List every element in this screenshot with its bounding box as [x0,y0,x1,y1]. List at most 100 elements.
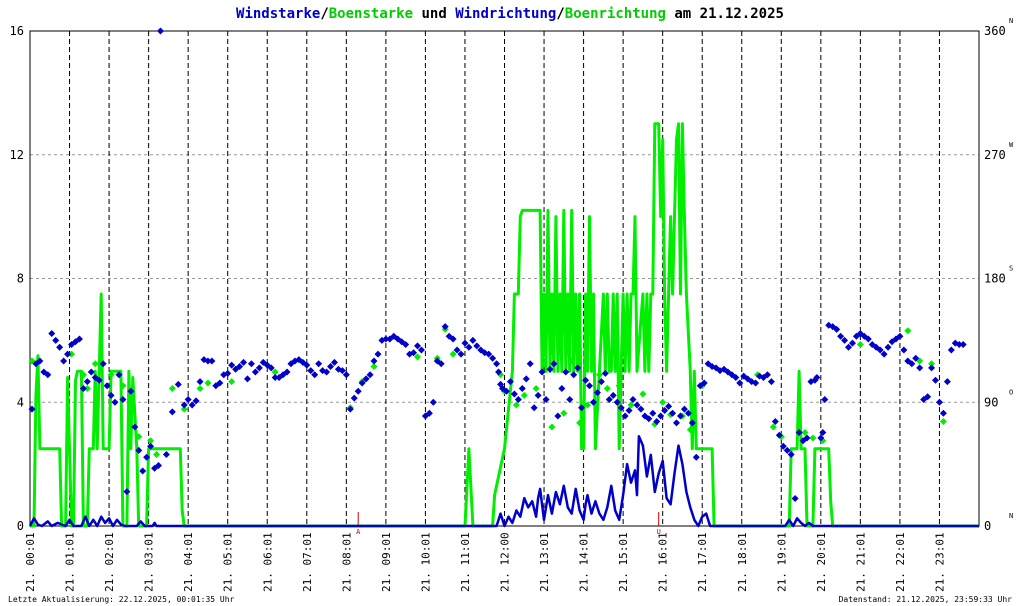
boenrichtung-point [68,350,76,358]
windrichtung-point [900,346,908,354]
windrichtung-point [526,360,534,368]
x-tick-label: 21. 23:01 [933,532,946,592]
windrichtung-point [680,405,688,413]
windrichtung-point [633,401,641,409]
windrichtung-point [95,376,103,384]
windrichtung-point [338,367,346,375]
windrichtung-point [908,360,916,368]
windrichtung-point [107,391,115,399]
windrichtung-point [530,404,538,412]
windrichtung-point [609,391,617,399]
footer-last-update: Letzte Aktualisierung: 22.12.2025, 00:01… [8,595,235,604]
boenrichtung-point [91,360,99,368]
compass-label: S [1009,265,1013,273]
windrichtung-point [669,409,677,417]
boenrichtung-point [168,385,176,392]
boenrichtung-point [584,401,592,409]
boenrichtung-point [560,409,568,417]
windrichtung-point [374,350,382,358]
compass-label: N [1009,512,1013,520]
title-part-7: am 21.12.2025 [666,6,784,22]
windrichtung-point [876,346,884,354]
title-part-0: Windstarke [236,6,320,22]
title-part-1: / [320,6,328,22]
y-left-tick-label: 0 [17,519,24,533]
windrichtung-point [449,335,457,343]
windrichtung-point [649,409,657,417]
windrichtung-point [605,396,613,403]
boenrichtung-point [520,391,528,399]
windrichtung-point [813,374,821,381]
title-part-2: Boenstarke [329,6,413,22]
windrichtung-point [271,374,279,381]
windrichtung-point [935,398,943,406]
x-tick-label: 21. 08:01 [340,532,353,592]
windrichtung-point [216,379,224,387]
y-left-tick-label: 8 [17,272,24,286]
windrichtung-point [402,341,410,348]
windrichtung-point [684,409,692,417]
x-tick-label: 21. 17:01 [696,532,709,592]
windrichtung-point [841,336,849,344]
windrichtung-point [692,453,700,461]
boenrichtung-point [196,385,204,392]
windrichtung-point [939,409,947,417]
windrichtung-point [837,332,845,340]
windrichtung-point [558,385,566,392]
x-tick-label: 21. 06:01 [261,532,274,592]
windrichtung-point [787,451,795,458]
windrichtung-point [637,405,645,413]
boenrichtung-point [856,341,864,348]
boenrichtung-point [686,426,694,434]
boenrichtung-point [615,382,623,390]
windrichtung-point [947,346,955,354]
windrichtung-point [330,358,338,366]
windrichtung-point [676,412,684,420]
windrichtung-point [382,335,390,343]
windrichtung-point [688,419,696,427]
windrichtung-point [103,382,111,390]
windrichtung-point [673,419,681,427]
boenrichtung-point [512,401,520,409]
windrichtung-point [208,357,216,365]
windrichtung-point [924,393,932,401]
x-tick-label: 21. 07:01 [301,532,314,592]
windrichtung-point [115,371,123,379]
windrichtung-point [817,434,825,442]
windrichtung-point [661,407,669,414]
windrichtung-point [87,368,95,376]
windrichtung-point [60,357,68,365]
compass-label: W [1009,141,1014,149]
x-tick-label: 21. 10:01 [419,532,432,592]
windrichtung-point [736,379,744,387]
windrichtung-point [52,336,60,344]
windrichtung-point [370,357,378,365]
x-tick-label: 21. 02:01 [103,532,116,592]
boenrichtung-point [228,378,236,386]
x-tick-label: 21. 18:01 [736,532,749,592]
footer-data-timestamp: Datenstand: 21.12.2025, 23:59:33 Uhr [839,595,1013,604]
windrichtung-point [441,323,449,331]
windrichtung-point [48,330,56,337]
windrichtung-point [578,404,586,412]
windrichtung-point [323,368,331,376]
boenrichtung-point [135,433,143,441]
windrichtung-point [485,350,493,358]
windrichtung-point [586,382,594,390]
x-tick-label: 21. 04:01 [182,532,195,592]
x-tick-label: 21. 15:01 [617,532,630,592]
y-right-tick-label: 270 [984,148,1006,162]
windrichtung-point [44,371,52,379]
boenrichtung-point [28,357,36,365]
windrichtung-point [538,368,546,376]
windrichtung-point [228,361,236,369]
windrichtung-point [821,396,829,403]
x-tick-label: 21. 12:00 [499,532,512,592]
windrichtung-point [775,431,783,439]
windrichtung-point [943,378,951,386]
windrichtung-point [243,375,251,383]
windrichtung-point [514,396,522,403]
windrichtung-point [489,354,497,362]
windrichtung-point [665,402,673,410]
